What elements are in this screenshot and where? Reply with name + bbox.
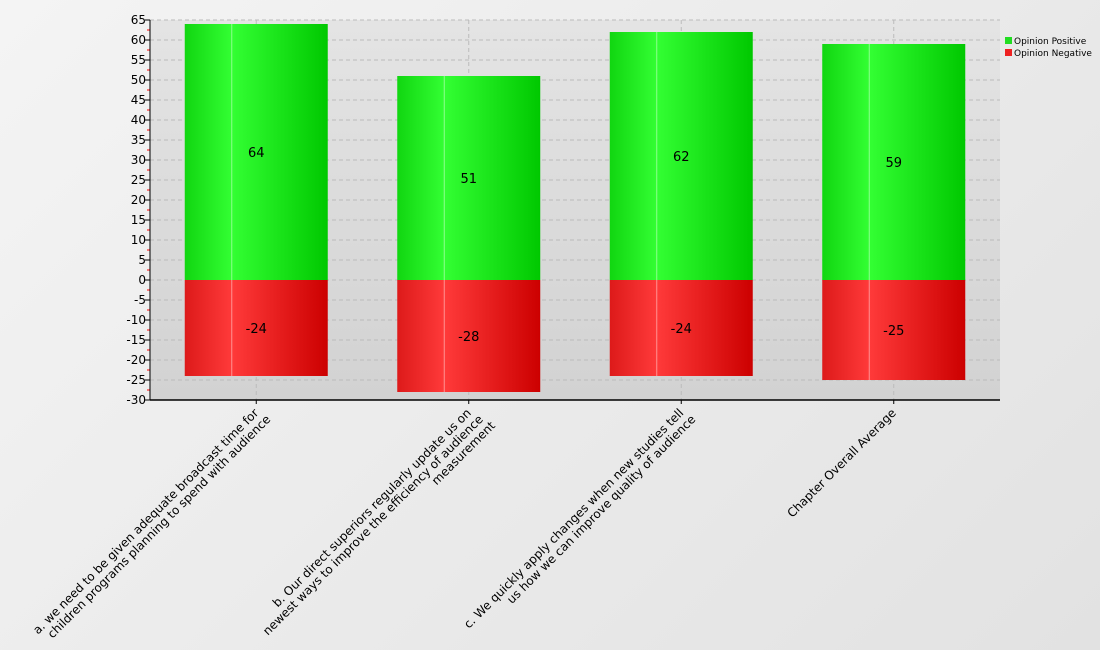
y-tick-label: -5 xyxy=(134,293,146,307)
y-tick-label: 60 xyxy=(131,33,146,47)
y-tick-label: 10 xyxy=(131,233,146,247)
plot-area: -30 -25 -20 -15 -10 -5 0 5 10 15 20 25 30 35 40 45 50 55 6… xyxy=(30,13,1092,641)
x-tick-label: a. we need to be given adequate broadcas… xyxy=(30,406,274,641)
data-label: -28 xyxy=(458,330,479,345)
x-tick-label: c. We quickly apply changes when new stu… xyxy=(461,406,698,631)
y-tick-label: 35 xyxy=(131,133,146,147)
x-tick-label-line: a. we need to be given adequate broadcas… xyxy=(30,406,261,637)
y-tick-label: 65 xyxy=(131,13,146,27)
bar-positive xyxy=(397,76,541,280)
x-tick-label-line: Chapter Overall Average xyxy=(784,406,898,520)
bar-positive xyxy=(609,32,753,280)
data-label: -25 xyxy=(883,324,904,339)
bar-negative xyxy=(609,280,753,376)
y-tick-label: -25 xyxy=(126,373,146,387)
legend-label: Opinion Negative xyxy=(1014,49,1092,59)
bar-positive xyxy=(184,24,328,280)
y-tick-label: -30 xyxy=(126,393,146,407)
x-tick-label: b. Our direct superiors regularly update… xyxy=(260,406,498,638)
x-tick-label-line: children programs planning to spend with… xyxy=(45,412,274,641)
data-label: -24 xyxy=(671,322,692,337)
y-tick-label: -10 xyxy=(126,313,146,327)
y-tick-label: 55 xyxy=(131,53,146,67)
x-tick-label-line: us how we can improve quality of audienc… xyxy=(504,412,698,606)
x-tick-label: Chapter Overall Average xyxy=(784,406,898,520)
legend-swatch xyxy=(1005,49,1012,56)
x-tick-label-line: c. We quickly apply changes when new stu… xyxy=(461,406,686,631)
y-tick-label: 45 xyxy=(131,93,146,107)
bar-negative xyxy=(397,280,541,392)
data-label: 62 xyxy=(673,150,690,165)
y-tick-label: 5 xyxy=(138,253,146,267)
bar-positive xyxy=(822,44,966,280)
legend-label: Opinion Positive xyxy=(1014,37,1087,47)
x-tick-label-line: newest ways to improve the efficiency of… xyxy=(260,412,486,638)
data-label: 59 xyxy=(885,156,902,171)
y-tick-label: -15 xyxy=(126,333,146,347)
legend-swatch xyxy=(1005,37,1012,44)
bar-negative xyxy=(184,280,328,376)
data-label: 64 xyxy=(248,146,265,161)
y-tick-label: 30 xyxy=(131,153,146,167)
data-label: -24 xyxy=(246,322,267,337)
bar-negative xyxy=(822,280,966,380)
y-tick-label: 15 xyxy=(131,213,146,227)
y-tick-label: -20 xyxy=(126,353,146,367)
data-label: 51 xyxy=(460,172,477,187)
y-tick-label: 20 xyxy=(131,193,146,207)
y-tick-label: 40 xyxy=(131,113,146,127)
x-tick-label-line: b. Our direct superiors regularly update… xyxy=(270,406,474,610)
y-tick-label: 0 xyxy=(138,273,146,287)
y-tick-label: 50 xyxy=(131,73,146,87)
y-tick-label: 25 xyxy=(131,173,146,187)
